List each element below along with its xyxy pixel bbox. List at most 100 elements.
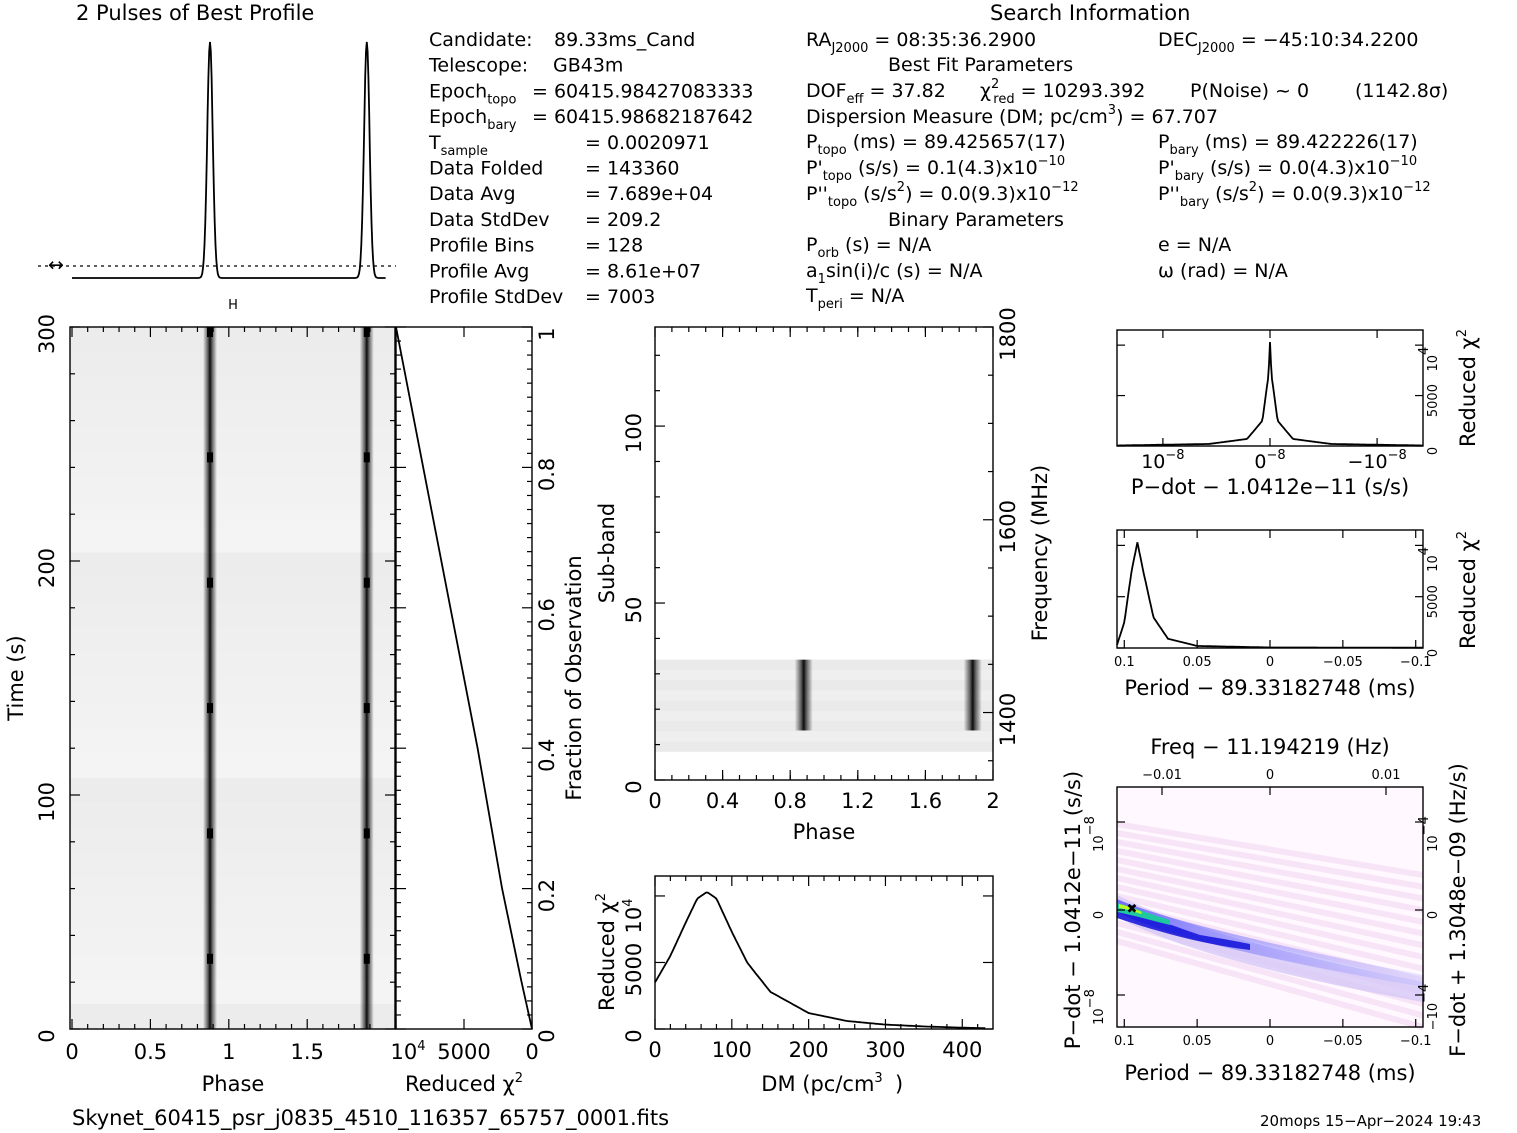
pulse-dash [206,953,213,964]
time-row [70,878,395,904]
info-left-block: Candidate: 89.33ms_Cand Telescope: GB43m Epo… [428,29,753,308]
dm-ytick: 5000 [622,943,646,996]
info-label: Candidate: [429,29,533,51]
time-chi-xtick: 104 [390,1039,425,1064]
info-value: = 60415.98682187642 [532,106,753,128]
dm-xtick: 0 [648,1038,661,1062]
subband-ytick: 100 [622,413,646,453]
pnoise-line: P(Noise) ~ 0 [1190,80,1309,102]
time-chi-rtick: 0.6 [535,598,559,631]
time-phase-ytick: 200 [35,548,59,588]
pdot-xtick: 10−8 [1141,448,1184,473]
pulse-dash [363,327,370,337]
ppdot-core [1117,905,1250,950]
period-ylabel: Reduced χ2 [1455,531,1480,649]
subband-xtick: 0 [648,789,661,813]
time-row [70,978,395,1004]
ptopo-line: Ptopo (ms) = 89.425657(17) [806,131,1066,158]
baseline-marker: ↔ [48,254,64,276]
best-fit-marker: ✖ [1127,902,1138,917]
pddbary-line: P''bary (s/s2) = 0.0(9.3)x10−12 [1158,180,1431,210]
pdot-ytick: 5000 [1426,384,1441,417]
time-phase-panel: 0 0.5 1 1.5 0 100 200 300 Phase Time (s) H [4,298,396,1096]
pulse-dash [206,327,213,337]
pdot-xtick: 0−8 [1254,448,1285,473]
dm-chi-panel: 0 100 200 300 400 0 5000 104 DM (pc/cm3) Reduced … [594,875,994,1096]
time-row [70,928,395,954]
pulse-dash [363,828,370,839]
time-chi-rtick: 0.2 [535,879,559,912]
pulse-dash [206,577,213,588]
dm-xlabel-close: ) [895,1072,903,1096]
ppdot-xtick: 0.05 [1183,1034,1212,1049]
pulse-track-0 [202,327,217,1029]
dec-value: = −45:10:34.2200 [1241,29,1419,51]
time-phase-ytick: 0 [35,1029,59,1042]
binary-title: Binary Parameters [888,209,1064,231]
subband-row [655,700,993,711]
info-label: Profile StdDev [429,286,563,308]
time-phase-xtick: 1.5 [291,1040,324,1064]
footer-stamp: 20mops 15−Apr−2024 19:43 [1260,1112,1481,1130]
time-row [70,753,395,779]
ppdot-streak [1116,929,1424,1019]
subband-phase-panel: 0 0.4 0.8 1.2 1.6 2 0 50 100 1400 1600 1800 Phase Sub… [595,307,1052,844]
ppdot-toplabel: Freq − 11.194219 (Hz) [1150,735,1389,759]
ppdot-streak [1116,875,1424,949]
subband-row [655,690,993,701]
pdot-chi-panel: 10−8 0−8 −10−8 0 5000 104 P−dot − 1.0412e−11 (… [1116,329,1480,499]
time-phase-xlabel: Phase [202,1072,265,1096]
ppdot-toptick: −0.01 [1142,768,1182,783]
period-ytick: 5000 [1426,585,1441,618]
ppdot-streak [1116,857,1424,925]
dm-ytick: 104 [621,898,646,933]
info-value: GB43m [553,55,623,77]
dm-ytick: 0 [622,1029,646,1042]
ppdot-ytick: 10−8 [1083,989,1107,1025]
info-label: Profile Bins [429,235,534,257]
info-value: = 7003 [585,286,655,308]
ppdot-streak [1116,830,1424,890]
search-title: Search Information [990,1,1190,25]
ra-value: = 08:35:36.2900 [874,29,1036,51]
subband-ytick: 50 [622,597,646,624]
ppdot-streak [1116,884,1424,960]
ppdot-ylabel: P−dot − 1.0412e−11 (s/s) [1061,771,1085,1049]
profile-panel: ↔ [38,41,396,279]
pddtopo-line: P''topo (s/s2) = 0.0(9.3)x10−12 [806,180,1079,210]
dm-ylabel: Reduced χ2 [594,893,619,1011]
subband-xtick: 0.4 [706,789,739,813]
ppdot-xtick: −0.1 [1400,1034,1432,1049]
porb-line: Porb (s) = N/A [806,234,931,261]
info-label: Data Folded [429,158,543,180]
time-chi-xlabel: Reduced χ2 [405,1071,523,1096]
time-chi-rtick: 0.4 [535,738,559,771]
period-xtick: 0.05 [1183,655,1212,670]
time-row [70,477,395,503]
profile-curve [72,41,386,279]
fraction-label: Fraction of Observation [562,555,586,800]
time-row [70,903,395,929]
time-phase-ytick: 100 [35,782,59,822]
ppdot-ridge [1117,899,1423,987]
period-xtick: −0.05 [1323,655,1363,670]
freq-tick: 1800 [996,307,1020,360]
time-row [70,703,395,729]
period-xtick: −0.1 [1400,655,1432,670]
subband-xtick: 1.2 [841,789,874,813]
time-chi-xtick: 0 [525,1040,538,1064]
pdot-ylabel: Reduced χ2 [1455,329,1480,447]
period-xlabel: Period − 89.33182748 (ms) [1124,676,1415,700]
pdot-ytick: 0 [1426,447,1441,455]
a1-line: a1sin(i)/c (s) = N/A [806,260,982,287]
time-chi-rtick: 0.8 [535,458,559,491]
best-fit-title: Best Fit Parameters [888,54,1073,76]
info-value: = 209.2 [585,209,661,231]
ppdot-xtick: 0.1 [1114,1034,1135,1049]
pbary-line: Pbary (ms) = 89.422226(17) [1158,131,1418,158]
time-phase-xtick: 0 [65,1040,78,1064]
subband-row [655,721,993,732]
ppdot-rtick: −10−4 [1417,984,1441,1031]
ppdot-ytick: 10−8 [1083,816,1107,852]
